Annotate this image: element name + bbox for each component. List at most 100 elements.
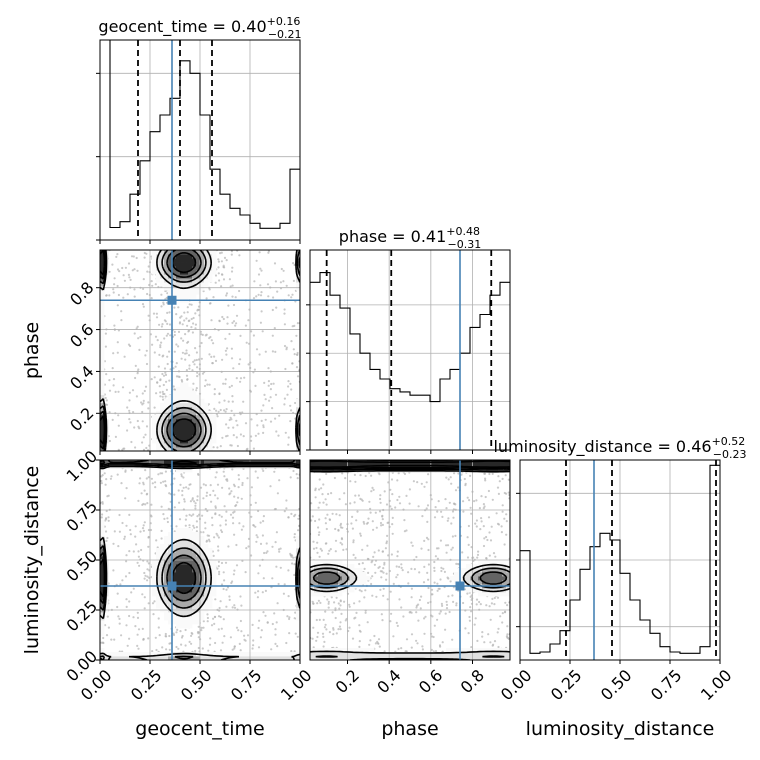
scatter-point (218, 401, 221, 404)
scatter-point (134, 625, 137, 628)
scatter-point (155, 539, 158, 542)
density-cell (252, 656, 257, 660)
scatter-point (120, 319, 123, 322)
density-cell (184, 402, 189, 408)
density-cell (334, 568, 339, 573)
scatter-point (215, 532, 218, 535)
density-cell (196, 394, 201, 400)
scatter-point (163, 367, 167, 370)
scatter-point (166, 520, 169, 524)
scatter-point (225, 588, 228, 591)
scatter-point (213, 355, 216, 358)
density-cell (100, 302, 105, 307)
scatter-point (488, 472, 491, 476)
scatter-point (111, 418, 114, 421)
scatter-point (125, 487, 128, 490)
density-cell (168, 460, 173, 465)
density-cell (184, 446, 189, 451)
scatter-point (150, 378, 153, 381)
density-cell (310, 656, 315, 660)
density-cell (486, 648, 491, 653)
density-cell (204, 438, 209, 444)
density-cell (168, 616, 173, 621)
density-cell (180, 430, 185, 436)
scatter-point (473, 623, 476, 626)
scatter-point (396, 498, 399, 502)
scatter-point (266, 283, 270, 286)
density-cell (204, 604, 209, 609)
density-cell (212, 588, 217, 593)
density-cell (466, 648, 471, 653)
scatter-point (384, 547, 387, 550)
scatter-point (101, 474, 104, 477)
scatter-point (327, 600, 330, 604)
scatter-point (191, 331, 194, 334)
scatter-point (196, 499, 199, 502)
density-cell (346, 572, 351, 577)
scatter-point (210, 500, 213, 503)
scatter-point (217, 545, 220, 548)
density-cell (152, 564, 157, 569)
scatter-point (222, 587, 225, 591)
scatter-point (261, 534, 264, 537)
density-cell (104, 656, 109, 660)
density-cell (216, 656, 221, 660)
scatter-point (267, 295, 270, 298)
density-cell (200, 422, 205, 428)
scatter-point (259, 636, 262, 639)
scatter-point (190, 634, 193, 638)
scatter-point (157, 473, 160, 476)
density-cell (100, 306, 105, 311)
density-cell (486, 464, 491, 469)
scatter-point (244, 571, 247, 574)
scatter-point (470, 512, 473, 515)
scatter-point (259, 294, 263, 297)
density-cell (342, 588, 347, 593)
density-cell (172, 556, 177, 561)
density-cell (176, 540, 181, 545)
density-cell (418, 652, 423, 657)
density-cell (200, 576, 205, 581)
density-cell (180, 414, 185, 420)
density-cell (200, 442, 205, 448)
scatter-point (225, 259, 228, 262)
scatter-point (237, 629, 240, 632)
scatter-point (134, 446, 137, 449)
scatter-point (265, 542, 268, 545)
scatter-point (153, 376, 156, 379)
density-cell (156, 430, 161, 436)
density-cell (434, 652, 439, 657)
density-cell (184, 540, 189, 545)
density-cell (168, 414, 173, 420)
scatter-point (214, 512, 217, 515)
scatter-point (144, 503, 147, 506)
density-cell (196, 426, 201, 432)
density-cell (180, 536, 185, 541)
density-cell (176, 536, 181, 541)
density-cell (330, 648, 335, 653)
scatter-point (216, 415, 219, 418)
scatter-point (235, 626, 239, 629)
scatter-point (454, 534, 457, 538)
density-cell (322, 560, 327, 565)
scatter-point (497, 645, 500, 649)
scatter-point (484, 479, 487, 482)
scatter-point (162, 374, 166, 377)
scatter-point (439, 539, 442, 542)
scatter-point (195, 358, 198, 362)
density-cell (362, 576, 367, 581)
density-cell (192, 588, 197, 593)
density-cell (184, 426, 189, 432)
density-cell (152, 266, 157, 271)
density-cell (188, 258, 193, 263)
scatter-point (136, 611, 139, 614)
scatter-point (252, 639, 255, 642)
scatter-point (339, 604, 342, 607)
scatter-point (200, 626, 203, 630)
scatter-point (165, 380, 168, 383)
scatter-point (274, 417, 277, 420)
scatter-point (467, 524, 470, 528)
density-cell (196, 580, 201, 585)
scatter-point (108, 294, 111, 297)
density-cell (322, 652, 327, 657)
